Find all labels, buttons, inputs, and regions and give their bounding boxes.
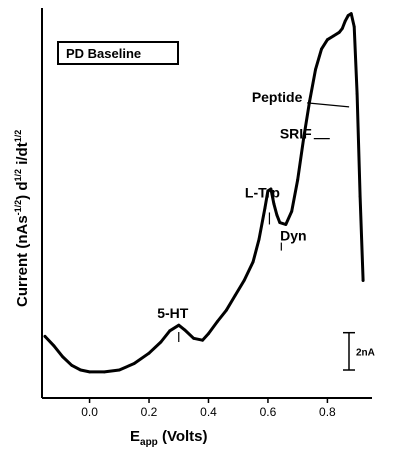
data-point — [233, 294, 237, 297]
legend: PD Baseline — [57, 41, 179, 65]
data-point — [242, 279, 246, 282]
annotation-leader — [307, 102, 350, 108]
data-point — [361, 279, 365, 282]
data-point — [275, 213, 279, 217]
data-point — [326, 38, 329, 42]
data-point — [352, 25, 356, 29]
data-point — [343, 19, 347, 23]
data-point — [332, 34, 335, 38]
legend-box — [57, 41, 179, 65]
data-point — [117, 368, 121, 372]
legend-label: PD Baseline — [66, 46, 141, 61]
data-point — [147, 351, 151, 355]
data-point — [284, 223, 288, 226]
x-axis-title: Eapp (Volts) — [130, 428, 208, 448]
annotation-label: 5-HT — [157, 305, 189, 321]
data-point — [349, 12, 353, 16]
data-point — [183, 328, 187, 332]
x-tick-label: 0.8 — [319, 405, 336, 419]
data-point — [346, 14, 350, 17]
data-point — [43, 335, 47, 338]
data-point — [251, 260, 255, 264]
data-point — [302, 137, 305, 141]
data-point — [103, 370, 106, 374]
x-tick-label: 0.6 — [260, 405, 277, 419]
data-point — [340, 27, 344, 30]
data-point — [159, 340, 163, 344]
data-point — [263, 206, 267, 210]
axes — [41, 8, 372, 399]
data-point — [314, 68, 317, 71]
data-point — [320, 47, 323, 51]
data-point — [290, 210, 294, 213]
data-point — [216, 320, 219, 323]
data-point — [201, 338, 204, 342]
annotation-label: L-Trp — [245, 184, 280, 200]
data-point — [224, 308, 228, 312]
data-point — [79, 368, 82, 372]
data-point — [296, 178, 300, 182]
scale-bar: 2nA — [343, 331, 375, 371]
x-tick-label: 0.0 — [81, 405, 98, 419]
data-point — [358, 195, 362, 198]
data-point — [177, 323, 181, 327]
data-point — [192, 336, 196, 340]
x-tick-label: 0.4 — [200, 405, 217, 419]
data-point — [266, 189, 270, 193]
data-point — [70, 363, 74, 367]
data-point — [257, 238, 261, 241]
x-tick-label: 0.2 — [141, 405, 158, 419]
series — [43, 12, 365, 374]
data-point — [269, 187, 273, 191]
annotation-label: SRIF — [280, 126, 312, 142]
annotation-label: Peptide — [252, 89, 303, 105]
data-point — [88, 370, 91, 374]
annotation-label: Dyn — [280, 228, 306, 244]
data-point — [272, 202, 276, 206]
annotations: 5-HT L-Trp Dyn SRIF Peptide — [157, 89, 350, 343]
scale-bar-label: 2nA — [356, 347, 375, 358]
y-axis-title: Current (nAs-1/2) d1/2 i/dt1/2 — [13, 130, 31, 307]
data-point — [168, 329, 172, 333]
series-line — [43, 12, 365, 374]
data-point — [207, 332, 210, 335]
x-ticks: 0.0 0.2 0.4 0.6 0.8 — [81, 398, 336, 419]
data-point — [132, 362, 136, 365]
data-point — [337, 30, 341, 34]
data-point — [355, 92, 359, 96]
data-point — [52, 344, 56, 348]
data-point — [61, 355, 65, 359]
data-point — [308, 99, 311, 103]
data-point — [278, 221, 282, 225]
